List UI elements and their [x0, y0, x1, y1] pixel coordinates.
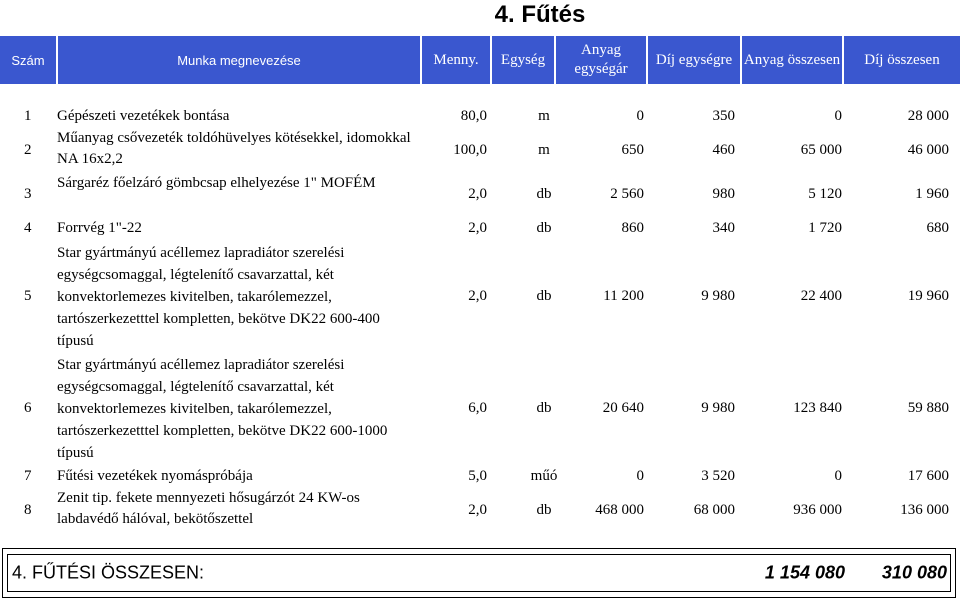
row-quantity: 5,0 — [468, 468, 487, 484]
header-egyseg: Egység — [492, 36, 554, 84]
table-row: 3 Sárgaréz főelzáró gömbcsap elhelyezése… — [0, 172, 960, 216]
row-unit: műó — [530, 468, 558, 484]
row-description: Fűtési vezetékek nyomáspróbája — [57, 468, 253, 484]
header-mennyiseg: Menny. — [422, 36, 490, 84]
row-labor-total: 46 000 — [907, 142, 949, 158]
row-description: Forrvég 1"-22 — [57, 220, 142, 236]
row-number: 6 — [24, 400, 32, 416]
row-labor-unit-price: 350 — [712, 108, 736, 124]
total-labor: 310 080 — [881, 562, 947, 583]
section-title: 4. Fűtés — [494, 1, 586, 28]
total-material: 1 154 080 — [764, 562, 845, 583]
table-row: 2 Műanyag csővezeték toldóhüvelyes kötés… — [0, 128, 960, 172]
row-unit: db — [536, 400, 552, 416]
row-labor-total: 136 000 — [900, 502, 949, 518]
row-labor-unit-price: 9 980 — [701, 400, 735, 416]
row-material-unit-price: 2 560 — [610, 186, 644, 202]
row-labor-total: 680 — [926, 220, 950, 236]
row-number: 1 — [24, 108, 32, 124]
row-quantity: 2,0 — [468, 288, 487, 304]
row-material-total: 0 — [834, 468, 843, 484]
header-dij-egysegre: Díj egységre — [648, 36, 740, 84]
table-row: 1 Gépészeti vezetékek bontása 80,0 m 0 3… — [0, 104, 960, 128]
row-unit: m — [538, 142, 550, 158]
row-quantity: 2,0 — [468, 186, 487, 202]
row-material-total: 65 000 — [800, 142, 842, 158]
row-description: Sárgaréz főelzáró gömbcsap elhelyezése 1… — [57, 175, 376, 191]
row-labor-total: 1 960 — [915, 186, 949, 202]
row-labor-unit-price: 340 — [712, 220, 736, 236]
table-header: Szám Munka megnevezése Menny. Egység Any… — [0, 36, 960, 84]
total-label: 4. FŰTÉSI ÖSSZESEN: — [12, 562, 205, 583]
header-dij-osszesen: Díj összesen — [844, 36, 960, 84]
row-labor-total: 19 960 — [907, 288, 949, 304]
row-labor-unit-price: 68 000 — [693, 502, 735, 518]
row-quantity: 2,0 — [468, 220, 487, 236]
table-row: 5 Star gyártmányú acéllemez lapradiátor … — [0, 240, 960, 352]
table-row: 4 Forrvég 1"-22 2,0 db 860 340 1 720 680 — [0, 216, 960, 240]
row-unit: db — [536, 502, 552, 518]
total-box: 4. FŰTÉSI ÖSSZESEN: 1 154 080 310 080 — [2, 548, 956, 598]
row-material-total: 936 000 — [793, 502, 842, 518]
row-number: 5 — [24, 288, 32, 304]
row-quantity: 100,0 — [453, 142, 487, 158]
row-material-total: 1 720 — [808, 220, 842, 236]
row-number: 3 — [24, 186, 32, 202]
table-row: 8 Zenit tip. fekete mennyezeti hősugárzó… — [0, 488, 960, 532]
table-row: 6 Star gyártmányú acéllemez lapradiátor … — [0, 352, 960, 464]
row-number: 7 — [24, 468, 32, 484]
row-labor-unit-price: 460 — [712, 142, 736, 158]
row-material-total: 123 840 — [793, 400, 842, 416]
row-description: Star gyártmányú acéllemez lapradiátor sz… — [57, 245, 380, 349]
row-material-unit-price: 650 — [621, 142, 645, 158]
row-material-unit-price: 860 — [621, 220, 645, 236]
row-number: 4 — [24, 220, 32, 236]
row-description: Star gyártmányú acéllemez lapradiátor sz… — [57, 357, 388, 461]
row-material-total: 0 — [834, 108, 843, 124]
row-material-total: 5 120 — [808, 186, 842, 202]
header-szam: Szám — [0, 36, 56, 84]
row-labor-unit-price: 3 520 — [701, 468, 735, 484]
row-number: 2 — [24, 142, 32, 158]
row-number: 8 — [24, 502, 32, 518]
row-quantity: 6,0 — [468, 400, 487, 416]
row-unit: m — [538, 108, 550, 124]
row-unit: db — [536, 220, 552, 236]
row-quantity: 80,0 — [460, 108, 487, 124]
header-anyag-egysegar: Anyag egységár — [556, 36, 646, 84]
row-material-unit-price: 0 — [636, 108, 645, 124]
row-material-total: 22 400 — [800, 288, 842, 304]
row-material-unit-price: 468 000 — [595, 502, 644, 518]
row-material-unit-price: 20 640 — [602, 400, 644, 416]
row-labor-total: 17 600 — [907, 468, 949, 484]
table-row: 7 Fűtési vezetékek nyomáspróbája 5,0 műó… — [0, 464, 960, 488]
row-description: Gépészeti vezetékek bontása — [57, 108, 230, 124]
row-description: Zenit tip. fekete mennyezeti hősugárzót … — [57, 490, 360, 527]
row-unit: db — [536, 186, 552, 202]
header-munka-megnevezese: Munka megnevezése — [58, 36, 420, 84]
row-material-unit-price: 11 200 — [603, 288, 644, 304]
row-labor-unit-price: 980 — [712, 186, 736, 202]
row-description: Műanyag csővezeték toldóhüvelyes kötések… — [57, 130, 411, 167]
row-quantity: 2,0 — [468, 502, 487, 518]
row-material-unit-price: 0 — [636, 468, 645, 484]
row-unit: db — [536, 288, 552, 304]
row-labor-unit-price: 9 980 — [701, 288, 735, 304]
header-anyag-osszesen: Anyag összesen — [742, 36, 842, 84]
row-labor-total: 28 000 — [907, 108, 949, 124]
total-row: 4. FŰTÉSI ÖSSZESEN: 1 154 080 310 080 — [7, 554, 951, 592]
row-labor-total: 59 880 — [907, 400, 949, 416]
